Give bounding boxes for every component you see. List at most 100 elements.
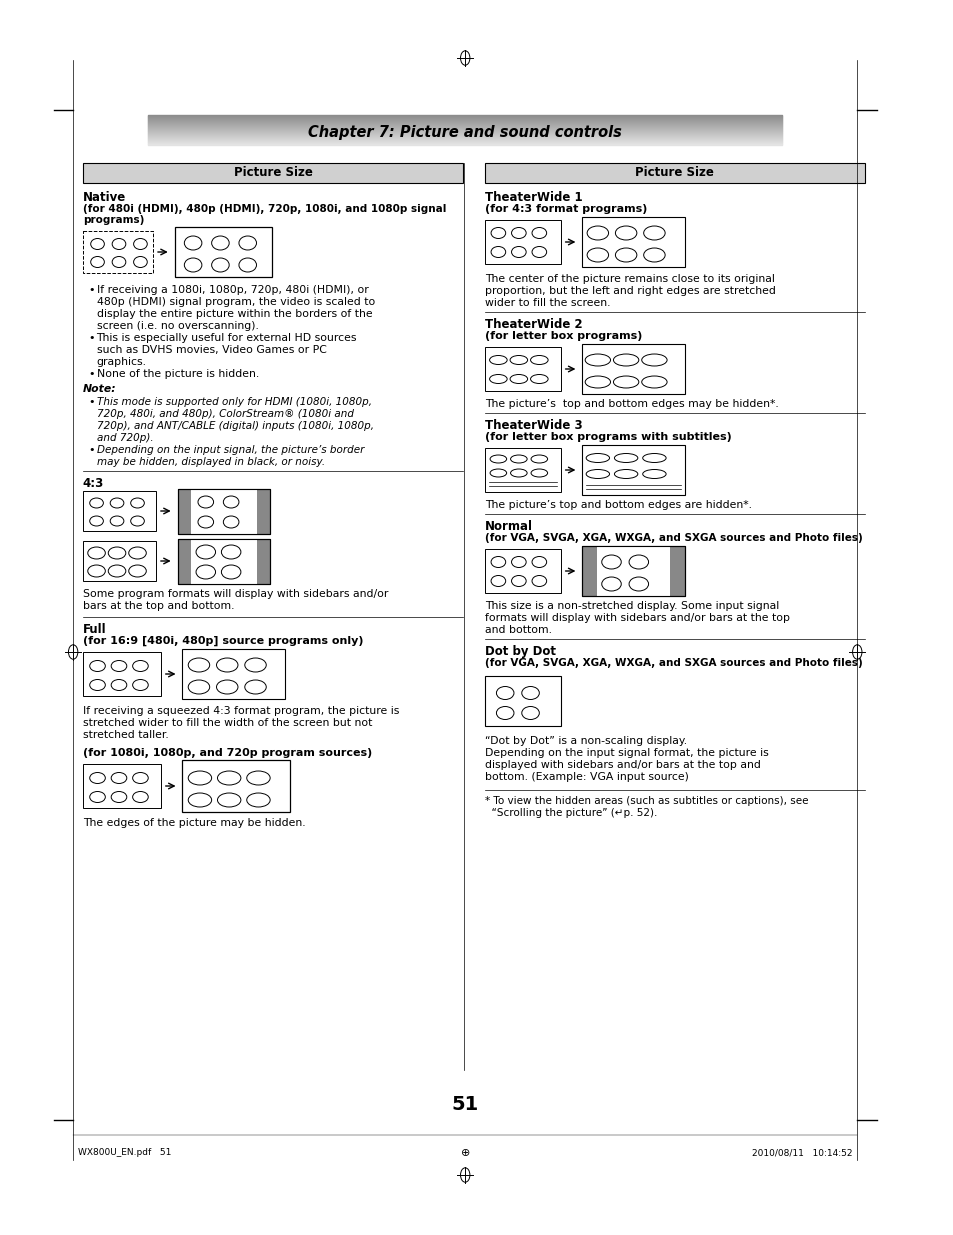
- Ellipse shape: [510, 356, 527, 364]
- Bar: [191, 489, 256, 534]
- Text: (for 1080i, 1080p, and 720p program sources): (for 1080i, 1080p, and 720p program sour…: [83, 748, 372, 758]
- Ellipse shape: [111, 498, 124, 508]
- Ellipse shape: [586, 226, 608, 240]
- Ellipse shape: [613, 354, 639, 366]
- Text: Native: Native: [83, 191, 126, 204]
- Ellipse shape: [531, 454, 547, 463]
- Ellipse shape: [628, 555, 648, 569]
- Ellipse shape: [221, 564, 241, 579]
- Text: •: •: [89, 369, 95, 379]
- Bar: [484, 448, 560, 492]
- Text: If receiving a 1080i, 1080p, 720p, 480i (HDMI), or: If receiving a 1080i, 1080p, 720p, 480i …: [96, 285, 368, 295]
- Ellipse shape: [628, 577, 648, 592]
- Bar: [83, 492, 156, 531]
- Ellipse shape: [90, 516, 103, 526]
- Text: and bottom.: and bottom.: [484, 625, 551, 635]
- Text: Chapter 7: Picture and sound controls: Chapter 7: Picture and sound controls: [308, 125, 621, 140]
- Text: such as DVHS movies, Video Games or PC: such as DVHS movies, Video Games or PC: [96, 345, 326, 354]
- Ellipse shape: [642, 453, 665, 462]
- Text: If receiving a squeezed 4:3 format program, the picture is: If receiving a squeezed 4:3 format progr…: [83, 706, 399, 716]
- Ellipse shape: [90, 773, 105, 783]
- Text: The edges of the picture may be hidden.: The edges of the picture may be hidden.: [83, 818, 305, 827]
- Ellipse shape: [132, 773, 148, 783]
- Text: •: •: [89, 285, 95, 295]
- Ellipse shape: [521, 687, 538, 699]
- Text: Picture Size: Picture Size: [233, 167, 313, 179]
- Text: •: •: [89, 333, 95, 343]
- Ellipse shape: [510, 469, 527, 477]
- Ellipse shape: [496, 687, 514, 699]
- Ellipse shape: [188, 658, 210, 672]
- Text: The picture’s top and bottom edges are hidden*.: The picture’s top and bottom edges are h…: [484, 500, 751, 510]
- Text: stretched taller.: stretched taller.: [83, 730, 169, 740]
- Ellipse shape: [195, 545, 215, 559]
- Ellipse shape: [491, 576, 505, 587]
- Ellipse shape: [496, 706, 514, 720]
- Bar: [83, 764, 161, 808]
- Text: 720p, 480i, and 480p), ColorStream® (1080i and: 720p, 480i, and 480p), ColorStream® (108…: [96, 409, 354, 419]
- Text: Full: Full: [83, 622, 107, 636]
- Ellipse shape: [530, 374, 548, 384]
- Ellipse shape: [216, 658, 237, 672]
- Text: The picture’s  top and bottom edges may be hidden*.: The picture’s top and bottom edges may b…: [484, 399, 778, 409]
- Bar: [484, 347, 560, 391]
- Text: Depending on the input signal, the picture’s border: Depending on the input signal, the pictu…: [96, 445, 363, 454]
- Ellipse shape: [90, 661, 105, 672]
- Text: bottom. (Example: VGA input source): bottom. (Example: VGA input source): [484, 772, 688, 782]
- Text: 720p), and ANT/CABLE (digital) inputs (1080i, 1080p,: 720p), and ANT/CABLE (digital) inputs (1…: [96, 421, 374, 431]
- Bar: [182, 650, 285, 699]
- Ellipse shape: [490, 454, 506, 463]
- Ellipse shape: [490, 469, 506, 477]
- Text: formats will display with sidebars and/or bars at the top: formats will display with sidebars and/o…: [484, 613, 789, 622]
- Text: and 720p).: and 720p).: [96, 433, 153, 443]
- Bar: [484, 163, 864, 183]
- Text: screen (i.e. no overscanning).: screen (i.e. no overscanning).: [96, 321, 258, 331]
- Ellipse shape: [614, 453, 638, 462]
- Ellipse shape: [91, 238, 104, 249]
- Bar: [597, 546, 669, 597]
- Text: displayed with sidebars and/or bars at the top and: displayed with sidebars and/or bars at t…: [484, 760, 760, 769]
- Ellipse shape: [532, 557, 546, 568]
- Ellipse shape: [112, 773, 127, 783]
- Ellipse shape: [112, 238, 126, 249]
- Ellipse shape: [511, 227, 526, 238]
- Text: may be hidden, displayed in black, or noisy.: may be hidden, displayed in black, or no…: [96, 457, 324, 467]
- Ellipse shape: [510, 374, 527, 384]
- Text: “Scrolling the picture” (↵p. 52).: “Scrolling the picture” (↵p. 52).: [484, 808, 657, 818]
- Text: •: •: [89, 445, 95, 454]
- Text: •: •: [89, 396, 95, 408]
- Ellipse shape: [91, 257, 104, 268]
- Text: bars at the top and bottom.: bars at the top and bottom.: [83, 601, 234, 611]
- Text: “Dot by Dot” is a non-scaling display.: “Dot by Dot” is a non-scaling display.: [484, 736, 686, 746]
- Ellipse shape: [108, 564, 126, 577]
- Ellipse shape: [188, 793, 212, 806]
- Ellipse shape: [111, 516, 124, 526]
- Ellipse shape: [585, 453, 609, 462]
- Ellipse shape: [133, 257, 147, 268]
- Ellipse shape: [216, 680, 237, 694]
- Text: 51: 51: [451, 1095, 478, 1114]
- Ellipse shape: [491, 557, 505, 568]
- Ellipse shape: [90, 679, 105, 690]
- Ellipse shape: [212, 258, 229, 272]
- Ellipse shape: [90, 498, 103, 508]
- Text: (for letter box programs with subtitles): (for letter box programs with subtitles): [484, 432, 731, 442]
- Ellipse shape: [511, 557, 526, 568]
- Ellipse shape: [532, 227, 546, 238]
- Ellipse shape: [188, 771, 212, 785]
- Bar: [83, 163, 463, 183]
- Ellipse shape: [489, 356, 507, 364]
- Ellipse shape: [511, 576, 526, 587]
- Ellipse shape: [531, 469, 547, 477]
- Ellipse shape: [198, 516, 213, 529]
- Ellipse shape: [510, 454, 527, 463]
- Ellipse shape: [132, 679, 148, 690]
- Text: graphics.: graphics.: [96, 357, 147, 367]
- Ellipse shape: [532, 247, 546, 258]
- Bar: [581, 546, 684, 597]
- Text: proportion, but the left and right edges are stretched: proportion, but the left and right edges…: [484, 287, 775, 296]
- Text: Dot by Dot: Dot by Dot: [484, 645, 556, 658]
- Ellipse shape: [223, 516, 238, 529]
- Bar: [484, 220, 560, 264]
- Bar: [177, 489, 270, 534]
